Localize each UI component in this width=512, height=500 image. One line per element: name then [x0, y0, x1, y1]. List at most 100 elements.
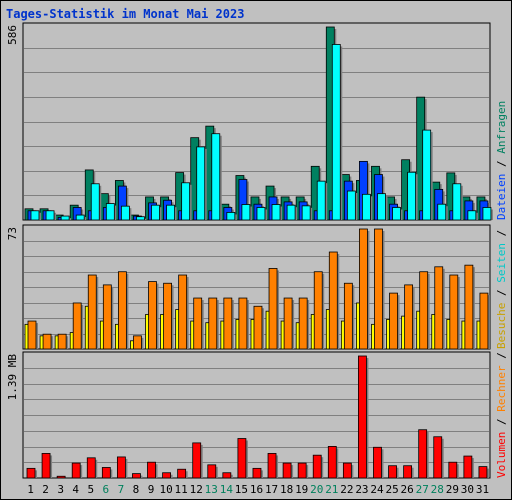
bar-rechner-2	[42, 333, 52, 350]
legend-dateien: Dateien	[495, 174, 508, 220]
bar-volumen-20	[312, 454, 322, 479]
bar-seiten-23	[362, 193, 371, 221]
bar-seiten-17	[271, 204, 281, 221]
bar-rechner-18	[283, 297, 293, 350]
legend-volumen: Volumen	[495, 432, 508, 478]
bar-seiten-20	[316, 180, 326, 221]
bar-rechner-8	[133, 335, 142, 350]
x-tick-label-16: 16	[250, 483, 263, 496]
bar-seiten-21	[331, 44, 341, 221]
bar-rechner-1	[27, 320, 37, 350]
bar-volumen-28	[433, 436, 443, 479]
bar-volumen-6	[101, 467, 111, 479]
y-max-label-hits: 586	[6, 25, 19, 45]
x-tick-label-28: 28	[431, 483, 444, 496]
x-tick-label-14: 14	[220, 483, 234, 496]
bar-volumen-4	[71, 462, 81, 479]
bar-volumen-19	[297, 462, 307, 479]
bar-seiten-26	[407, 171, 417, 221]
bar-volumen-7	[116, 456, 126, 479]
chart-title: Tages-Statistik im Monat Mai 2023	[6, 7, 245, 21]
x-tick-label-26: 26	[401, 483, 414, 496]
x-tick-label-30: 30	[461, 483, 474, 496]
bar-seiten-3	[60, 215, 70, 221]
bar-seiten-9	[151, 204, 160, 221]
x-tick-label-10: 10	[159, 483, 172, 496]
bar-seiten-29	[452, 183, 462, 221]
bar-seiten-11	[181, 182, 191, 221]
x-tick-label-11: 11	[175, 483, 188, 496]
bar-seiten-19	[301, 205, 311, 221]
legend-label-hits: Dateien / Anfragen	[495, 101, 508, 220]
x-tick-label-9: 9	[148, 483, 155, 496]
bar-seiten-24	[377, 193, 386, 221]
x-tick-label-20: 20	[310, 483, 323, 496]
bar-rechner-10	[163, 282, 172, 350]
bar-volumen-31	[478, 466, 488, 479]
x-tick-label-13: 13	[205, 483, 218, 496]
x-tick-label-12: 12	[190, 483, 203, 496]
x-tick-label-17: 17	[265, 483, 278, 496]
bar-seiten-27	[422, 129, 432, 221]
x-tick-label-7: 7	[118, 483, 125, 496]
bar-seiten-18	[286, 204, 296, 221]
bar-volumen-15	[237, 438, 247, 479]
legend-anfragen: Anfragen	[495, 101, 508, 154]
x-tick-label-21: 21	[325, 483, 338, 496]
bar-volumen-24	[373, 446, 382, 479]
bar-seiten-10	[166, 204, 175, 221]
bar-volumen-9	[147, 461, 156, 479]
bar-rechner-15	[238, 297, 248, 350]
x-tick-label-31: 31	[476, 483, 489, 496]
bar-seiten-14	[226, 212, 236, 221]
bar-rechner-14	[223, 297, 233, 350]
bar-rechner-4	[72, 302, 82, 350]
bar-volumen-21	[327, 446, 337, 479]
legend-separator: /	[495, 154, 508, 174]
bar-seiten-1	[30, 210, 40, 221]
bar-volumen-16	[252, 467, 262, 479]
bar-volumen-1	[26, 467, 36, 479]
legend-besuche: Besuche	[495, 303, 508, 349]
bar-seiten-22	[346, 190, 356, 221]
x-tick-label-24: 24	[370, 483, 384, 496]
bar-rechner-6	[102, 284, 112, 350]
bar-rechner-26	[404, 284, 414, 350]
bar-rechner-7	[117, 271, 127, 350]
bar-volumen-2	[41, 453, 51, 479]
bar-volumen-10	[162, 472, 171, 479]
bar-rechner-29	[449, 274, 459, 350]
bar-seiten-16	[256, 207, 266, 221]
bar-rechner-25	[389, 292, 398, 350]
bar-rechner-16	[253, 305, 263, 350]
bar-seiten-7	[120, 205, 130, 221]
bar-rechner-30	[464, 264, 474, 350]
x-tick-label-2: 2	[42, 483, 49, 496]
bar-seiten-15	[241, 204, 251, 221]
bar-volumen-29	[448, 461, 458, 479]
bar-volumen-14	[222, 472, 232, 479]
x-tick-label-19: 19	[295, 483, 308, 496]
x-tick-label-6: 6	[103, 483, 110, 496]
x-tick-label-1: 1	[27, 483, 34, 496]
bar-rechner-31	[479, 292, 489, 350]
x-tick-label-15: 15	[235, 483, 248, 496]
bar-volumen-11	[177, 468, 187, 479]
bar-seiten-4	[75, 214, 85, 221]
bar-seiten-28	[437, 203, 447, 221]
legend-separator: /	[495, 412, 508, 432]
legend-rechner: Rechner	[495, 365, 508, 412]
x-tick-label-22: 22	[340, 483, 353, 496]
legend-label-visits: Besuche / Seiten /	[495, 230, 508, 349]
x-tick-label-23: 23	[355, 483, 368, 496]
bar-rechner-27	[419, 271, 429, 350]
bar-volumen-12	[192, 442, 202, 479]
bar-volumen-26	[403, 465, 413, 479]
legend-separator: /	[495, 230, 508, 243]
legend-separator: /	[495, 352, 508, 365]
bar-rechner-3	[57, 333, 67, 350]
bar-rechner-22	[343, 282, 353, 350]
bar-rechner-13	[208, 297, 218, 350]
x-tick-label-29: 29	[446, 483, 459, 496]
